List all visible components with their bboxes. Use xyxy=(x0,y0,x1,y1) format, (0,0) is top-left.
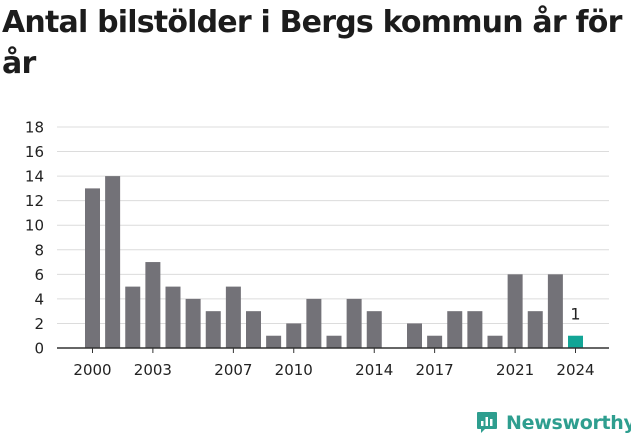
bar-2004 xyxy=(165,286,181,348)
bar-2002 xyxy=(125,286,141,348)
bar-2005 xyxy=(185,298,201,348)
bar-chart: 0 2 4 6 8 10 12 14 16 18 2000 2003 2007 2010 2014 2017… xyxy=(25,119,609,379)
y-tick-label: 2 xyxy=(34,315,44,333)
bar-2014 xyxy=(366,311,382,348)
bar-2018 xyxy=(447,311,463,348)
bar-2009 xyxy=(266,335,282,348)
x-tick-label: 2000 xyxy=(73,361,111,379)
x-tick-label: 2021 xyxy=(496,361,534,379)
x-tick-label: 2017 xyxy=(416,361,454,379)
data-label: 1 xyxy=(570,305,580,324)
bars xyxy=(57,176,609,349)
chart-title: Antal bilstölder i Bergs kommun år för å… xyxy=(2,5,622,81)
bar-2017 xyxy=(427,335,443,348)
bar-2013 xyxy=(346,298,362,348)
bar-2011 xyxy=(306,298,322,348)
y-tick-label: 10 xyxy=(25,217,44,235)
bar-2023 xyxy=(547,274,563,348)
y-tick-label: 18 xyxy=(25,119,44,137)
bar-2024 xyxy=(568,335,583,348)
bar-2020 xyxy=(487,335,503,348)
y-tick-label: 16 xyxy=(25,143,44,161)
y-tick-label: 4 xyxy=(34,290,44,308)
x-tick-label: 2003 xyxy=(134,361,172,379)
bar-2000 xyxy=(85,188,100,348)
bar-2007 xyxy=(225,286,241,348)
newsworthy-logo: Newsworthy xyxy=(476,408,631,438)
chart-bubble-icon xyxy=(476,411,498,435)
y-tick-label: 14 xyxy=(25,168,44,186)
bar-2006 xyxy=(205,311,221,348)
grid-lines xyxy=(57,126,609,324)
brand-name: Newsworthy xyxy=(506,412,631,434)
x-tick-label: 2007 xyxy=(214,361,252,379)
bar-2003 xyxy=(145,262,161,348)
x-axis-ticks: 2000 2003 2007 2010 2014 2017 2021 2024 xyxy=(73,348,595,379)
y-tick-label: 6 xyxy=(34,266,44,284)
x-tick-label: 2014 xyxy=(355,361,393,379)
y-tick-label: 12 xyxy=(25,192,44,210)
bar-2008 xyxy=(246,311,261,348)
bar-2012 xyxy=(326,335,342,348)
bar-2016 xyxy=(407,323,422,348)
y-tick-label: 8 xyxy=(34,241,44,259)
data-labels: 1 xyxy=(570,305,580,324)
x-tick-label: 2010 xyxy=(275,361,313,379)
y-axis-tick-labels: 0 2 4 6 8 10 12 14 16 18 xyxy=(25,119,44,358)
y-tick-label: 0 xyxy=(34,340,44,358)
bar-2021 xyxy=(507,274,523,348)
bar-2010 xyxy=(286,323,302,348)
bar-2019 xyxy=(467,311,483,348)
bar-2022 xyxy=(527,311,543,348)
bar-2001 xyxy=(105,176,121,348)
x-tick-label: 2024 xyxy=(556,361,594,379)
